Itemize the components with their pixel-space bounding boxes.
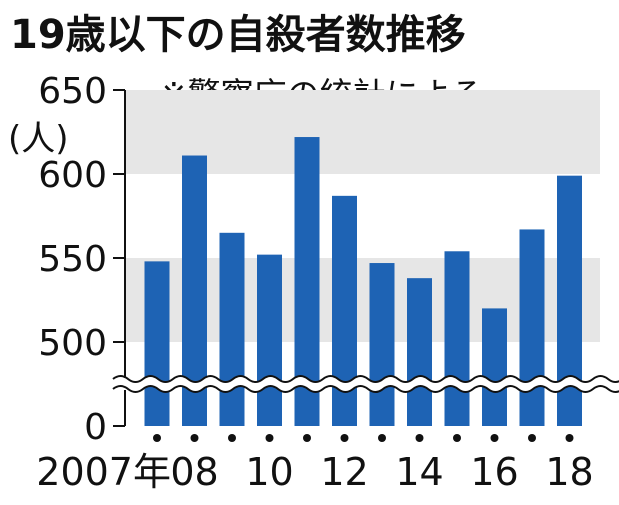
x-tick-label-2007: 2007年 — [36, 450, 171, 494]
break-gap — [110, 376, 619, 392]
x-tick-dot-2018 — [565, 434, 574, 442]
x-tick-label-2012: 12 — [320, 450, 368, 494]
x-tick-dot-2010 — [265, 434, 274, 442]
y-tick-label-550: 550 — [38, 239, 107, 280]
y-tick-label-650: 650 — [38, 71, 107, 112]
bar-2015 — [444, 251, 470, 426]
axis-break — [110, 375, 619, 393]
y-tick-label-0: 0 — [84, 407, 107, 448]
x-tick-dot-2015 — [453, 434, 461, 442]
x-tick-dot-2011 — [303, 434, 311, 442]
bar-2013 — [369, 263, 395, 426]
y-tick-labels: 0 500 550 600 650 — [38, 71, 107, 448]
chart-title: 19歳以下の自殺者数推移 — [10, 12, 466, 58]
bar-2016 — [482, 308, 507, 426]
x-tick-dot-2016 — [490, 434, 499, 442]
y-tick-label-500: 500 — [38, 323, 107, 364]
x-tick-label-2010: 10 — [245, 450, 293, 494]
x-tick-dot-2009 — [228, 434, 236, 442]
y-axis — [113, 89, 126, 427]
x-tick-label-2016: 16 — [470, 450, 518, 494]
x-tick-dot-2007 — [153, 434, 161, 442]
x-tick-dot-2008 — [190, 434, 199, 442]
x-tick-label-2014: 14 — [395, 450, 443, 494]
x-tick-label-2018: 18 — [545, 450, 593, 494]
y-axis-unit-label: (人) — [8, 119, 69, 159]
x-tick-label-2008: 08 — [170, 450, 218, 494]
bar-2009 — [219, 232, 245, 426]
break-line-upper — [112, 375, 619, 383]
bar-2017 — [519, 229, 545, 426]
bar-2010 — [257, 254, 282, 426]
y-tick-label-600: 600 — [38, 155, 107, 196]
x-tick-dot-2017 — [528, 434, 536, 442]
break-line-lower — [112, 385, 619, 393]
x-tick-labels: 2007年 08 10 12 14 16 18 — [36, 434, 594, 494]
x-tick-dot-2014 — [415, 434, 424, 442]
bar-2007 — [144, 261, 170, 426]
x-tick-dot-2013 — [378, 434, 386, 442]
x-tick-dot-2012 — [340, 434, 349, 442]
bar-2014 — [407, 278, 432, 426]
